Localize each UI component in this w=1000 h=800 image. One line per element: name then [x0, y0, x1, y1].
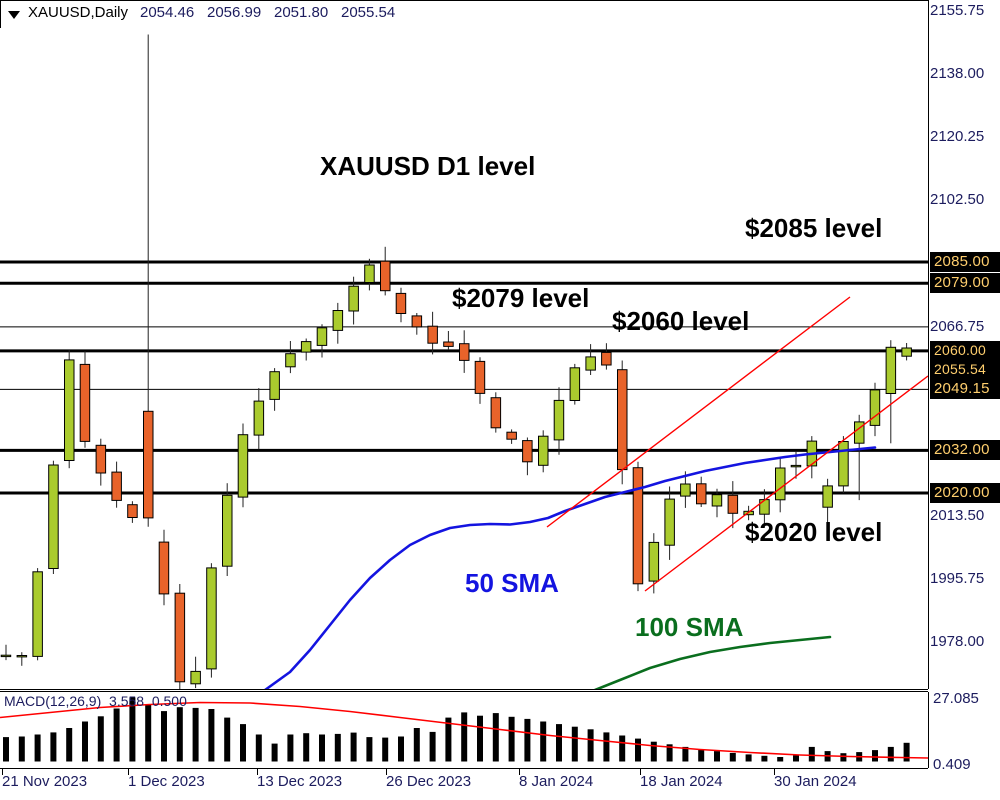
svg-text:$2020 level: $2020 level [745, 517, 882, 547]
svg-text:50 SMA: 50 SMA [465, 568, 559, 598]
svg-text:$2060 level: $2060 level [612, 306, 749, 336]
svg-text:100 SMA: 100 SMA [635, 612, 744, 642]
svg-text:$2079 level: $2079 level [452, 283, 589, 313]
svg-text:XAUUSD D1 level: XAUUSD D1 level [320, 151, 535, 181]
svg-text:$2085 level: $2085 level [745, 213, 882, 243]
